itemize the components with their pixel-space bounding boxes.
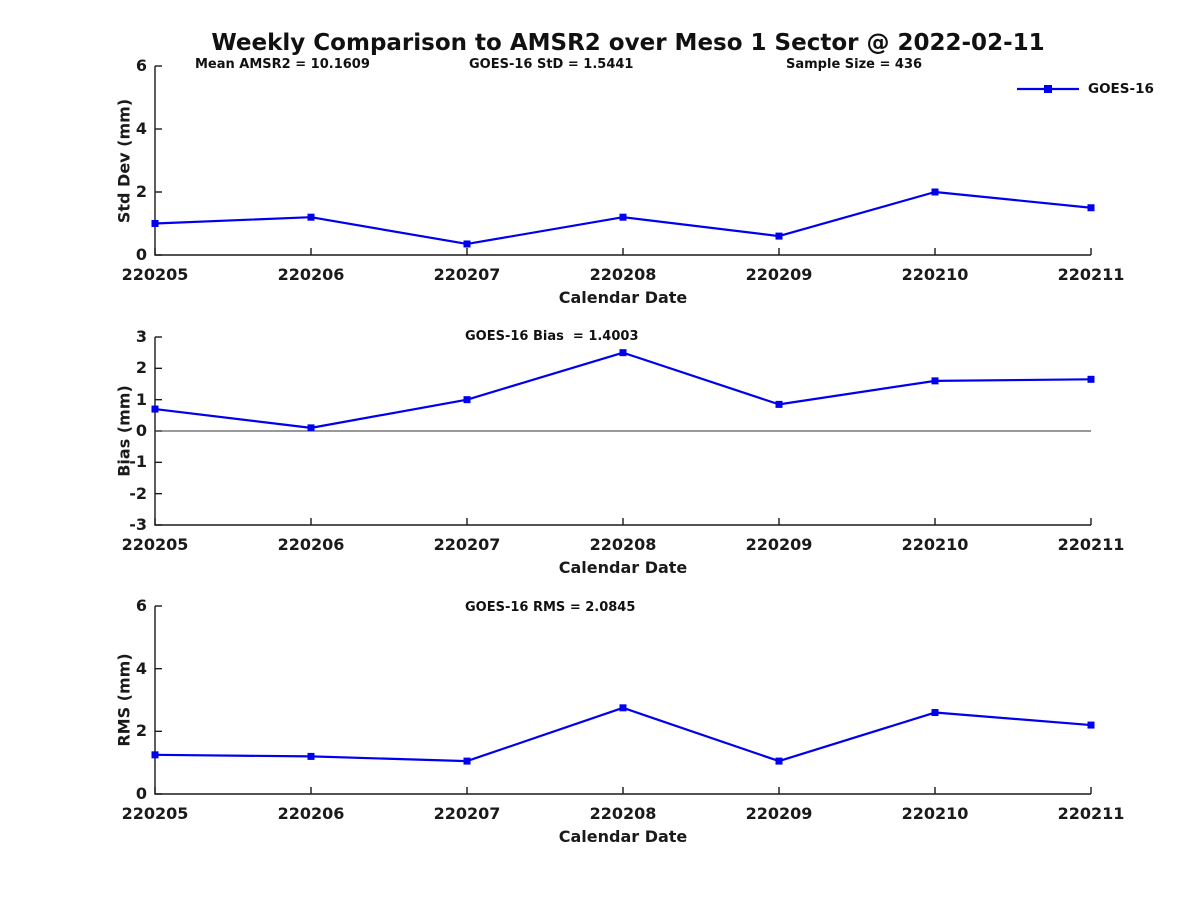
xtick-label: 220210 [901, 535, 969, 554]
ytick-label: -2 [129, 483, 147, 503]
ytick-label: 2 [135, 721, 147, 741]
y-axis-label: RMS (mm) [114, 653, 134, 747]
xtick-label: 220206 [277, 265, 345, 284]
rms-annotation: GOES-16 RMS = 2.0845 [465, 600, 636, 615]
figure-title: Weekly Comparison to AMSR2 over Meso 1 S… [211, 30, 1045, 56]
xtick-label: 220207 [433, 535, 501, 554]
std-dev-annotation: GOES-16 StD = 1.5441 [469, 57, 634, 72]
ytick-label: -1 [129, 452, 147, 472]
xtick-label: 220208 [589, 265, 657, 284]
std-dev-annotation: Mean AMSR2 = 10.1609 [195, 57, 370, 72]
ytick-label: 4 [135, 658, 147, 678]
ytick-label: 3 [135, 327, 147, 346]
xtick-label: 220211 [1057, 804, 1125, 823]
bias-annotation: GOES-16 Bias = 1.4003 [465, 329, 639, 344]
xtick-label: 220206 [277, 535, 345, 554]
ytick-label: 2 [135, 182, 147, 201]
y-axis-label: Bias (mm) [114, 385, 134, 477]
legend-label: GOES-16 [1088, 81, 1154, 97]
ytick-label: 0 [135, 245, 147, 264]
xtick-label: 220209 [745, 804, 813, 823]
xtick-label: 220207 [433, 265, 501, 284]
legend-line-sample-icon [1017, 85, 1079, 93]
xtick-label: 220206 [277, 804, 345, 823]
ytick-label: 6 [135, 596, 147, 615]
xtick-label: 220211 [1057, 535, 1125, 554]
legend: GOES-16 [1016, 79, 1154, 99]
ytick-label: 1 [135, 389, 147, 409]
y-axis-label: Std Dev (mm) [114, 98, 134, 223]
xtick-label: 220208 [589, 535, 657, 554]
x-axis-label: Calendar Date [558, 558, 688, 577]
ytick-label: 6 [135, 56, 147, 75]
ytick-label: -3 [129, 515, 147, 534]
xtick-label: 220205 [121, 535, 189, 554]
xtick-label: 220211 [1057, 265, 1125, 284]
xtick-label: 220207 [433, 804, 501, 823]
xtick-label: 220210 [901, 265, 969, 284]
x-axis-label: Calendar Date [558, 827, 688, 846]
xtick-label: 220205 [121, 804, 189, 823]
xtick-label: 220208 [589, 804, 657, 823]
ytick-label: 0 [135, 421, 147, 440]
xtick-label: 220209 [745, 265, 813, 284]
xtick-label: 220210 [901, 804, 969, 823]
ytick-label: 2 [135, 358, 147, 378]
ytick-label: 0 [135, 784, 147, 803]
x-axis-label: Calendar Date [558, 288, 688, 307]
xtick-label: 220209 [745, 535, 813, 554]
ytick-label: 4 [135, 119, 147, 138]
xtick-label: 220205 [121, 265, 189, 284]
std-dev-annotation: Sample Size = 436 [786, 57, 923, 72]
